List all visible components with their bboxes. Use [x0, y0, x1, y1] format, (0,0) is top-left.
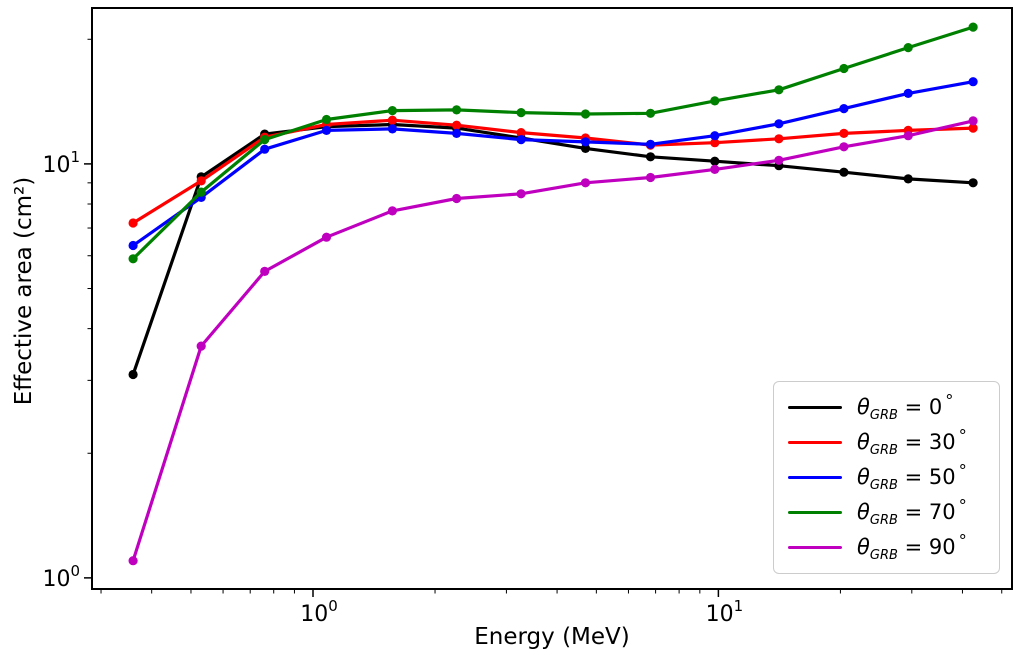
- data-point: [387, 115, 397, 125]
- data-point: [968, 123, 978, 133]
- data-point: [645, 172, 656, 183]
- data-point: [710, 156, 720, 166]
- data-point: [128, 218, 138, 228]
- data-point: [710, 164, 720, 174]
- data-point: [903, 43, 913, 53]
- data-point: [580, 109, 591, 119]
- data-point: [968, 178, 978, 188]
- data-point: [839, 167, 849, 177]
- tick-label: 101: [42, 148, 80, 178]
- legend-line-sample: [788, 440, 842, 445]
- tick-label: 100: [42, 562, 80, 592]
- x-axis-label: Energy (MeV): [474, 624, 630, 650]
- data-point: [128, 369, 138, 380]
- data-point: [968, 22, 978, 32]
- data-point: [387, 106, 397, 116]
- legend-entry-theta-grb-0: θGRB = 0 °: [788, 391, 985, 424]
- legend-label: θGRB = 70 °: [857, 496, 967, 529]
- data-point: [839, 142, 849, 152]
- data-point: [839, 128, 849, 138]
- legend-line-sample: [788, 475, 842, 480]
- legend-line-sample: [788, 510, 842, 515]
- legend-entry-theta-grb-50: θGRB = 50 °: [788, 461, 985, 494]
- data-point: [452, 193, 462, 204]
- legend-label: θGRB = 50 °: [857, 461, 967, 494]
- data-point: [580, 178, 591, 188]
- data-point: [645, 152, 656, 162]
- data-point: [645, 108, 656, 118]
- data-point: [196, 341, 206, 351]
- data-point: [387, 124, 397, 134]
- legend-line-sample: [788, 545, 842, 550]
- data-point: [516, 135, 526, 145]
- series-line: [131, 122, 975, 377]
- tick-labels: 100 101 100 101: [42, 148, 743, 627]
- data-point: [128, 556, 138, 566]
- data-point: [774, 85, 784, 95]
- data-point: [516, 108, 526, 118]
- data-point: [580, 137, 591, 147]
- series-theta-grb-90: [128, 116, 978, 566]
- data-point: [580, 143, 591, 153]
- data-point: [710, 96, 720, 106]
- data-point: [710, 138, 720, 148]
- data-point: [903, 88, 913, 98]
- data-point: [774, 134, 784, 144]
- series-theta-grb-0: [128, 119, 978, 380]
- tick-label: 100: [300, 597, 338, 627]
- data-point: [968, 77, 978, 87]
- data-point: [321, 232, 332, 242]
- legend-entry-theta-grb-30: θGRB = 30 °: [788, 426, 985, 459]
- series-line: [131, 80, 975, 248]
- data-point: [516, 189, 526, 199]
- series-line: [131, 25, 975, 261]
- data-point: [128, 240, 138, 251]
- data-point: [710, 131, 720, 141]
- data-point: [321, 114, 332, 125]
- legend-entry-theta-grb-90: θGRB = 90 °: [788, 531, 985, 564]
- data-point: [968, 116, 978, 126]
- tick-label: 101: [706, 597, 744, 627]
- legend-entry-theta-grb-70: θGRB = 70 °: [788, 496, 985, 529]
- series-theta-grb-50: [128, 77, 978, 251]
- legend-line-sample: [788, 405, 842, 410]
- data-point: [387, 206, 397, 216]
- data-point: [645, 139, 656, 149]
- data-point: [839, 104, 849, 114]
- legend: θGRB = 0 ° θGRB = 30 ° θGRB = 50 ° θGRB = 70 ° θ…: [773, 381, 1000, 574]
- data-point: [903, 131, 913, 141]
- data-point: [260, 266, 270, 276]
- series-theta-grb-70: [128, 22, 978, 264]
- data-point: [196, 176, 206, 186]
- data-point: [839, 63, 849, 74]
- legend-label: θGRB = 90 °: [857, 531, 967, 564]
- series-line: [131, 119, 975, 563]
- data-point: [452, 128, 462, 138]
- data-point: [260, 135, 270, 145]
- data-point: [452, 120, 462, 130]
- data-point: [321, 125, 332, 135]
- data-point: [774, 155, 784, 165]
- y-axis-label: Effective area (cm²): [11, 176, 37, 406]
- data-point: [260, 144, 270, 154]
- data-point: [516, 128, 526, 138]
- data-point: [128, 254, 138, 264]
- legend-label: θGRB = 0 °: [857, 391, 954, 424]
- plot-box: [91, 7, 1013, 590]
- data-point: [903, 174, 913, 184]
- data-point: [774, 119, 784, 129]
- legend-label: θGRB = 30 °: [857, 426, 967, 459]
- data-point: [196, 187, 206, 197]
- data-point: [452, 105, 462, 115]
